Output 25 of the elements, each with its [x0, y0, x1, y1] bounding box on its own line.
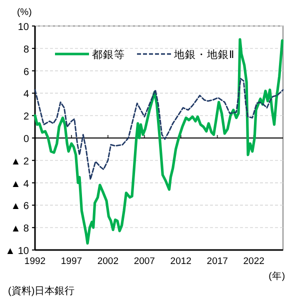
text: (資料)日本銀行 — [8, 285, 75, 297]
y-tick-label: 2 — [23, 112, 30, 123]
x-tick-label: 2002 — [97, 256, 119, 267]
legend-label: 地銀・地銀Ⅱ — [173, 48, 234, 61]
y-tick-label: 8 — [23, 44, 30, 56]
y-axis-title: (%) — [17, 7, 32, 18]
y-tick-label: ▲ 2 — [10, 156, 30, 168]
line-series — [34, 38, 284, 245]
x-axis-title: (年) — [268, 270, 285, 282]
x-tick-label: 2017 — [206, 256, 228, 267]
legend-label: 都銀等 — [92, 48, 125, 61]
x-tick-label: 2007 — [134, 256, 155, 267]
x-tick-label: 1992 — [24, 256, 46, 267]
y-tick-label: 6 — [23, 66, 30, 78]
line-series — [34, 78, 284, 180]
x-tick-label: 2012 — [170, 256, 192, 267]
y-tick-label: 0 — [23, 134, 30, 145]
y-tick-label: ▲ 6 — [10, 201, 30, 212]
y-tick-label: ▲ 8 — [10, 224, 30, 235]
y-tick-label: 4 — [23, 89, 30, 100]
x-tick-label: 2022 — [243, 256, 264, 267]
x-tick-label: 1997 — [60, 256, 82, 267]
y-tick-label: ▲ 4 — [10, 178, 30, 190]
y-tick-label: ▲ 10 — [5, 246, 30, 257]
y-tick-label: 10 — [18, 22, 30, 33]
